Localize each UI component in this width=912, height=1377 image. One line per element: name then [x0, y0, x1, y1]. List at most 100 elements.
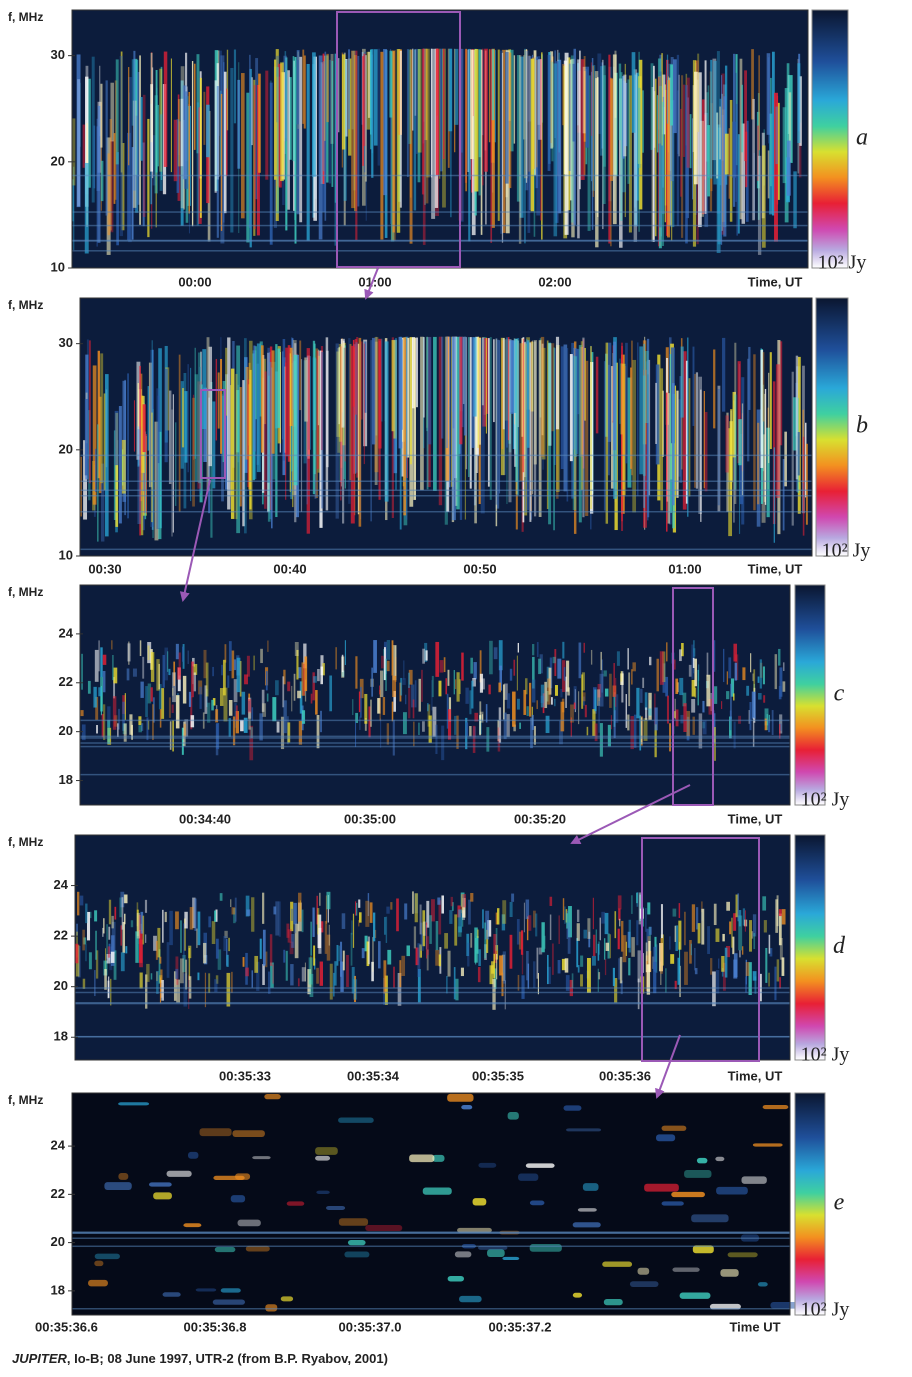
- spectrogram-streak: [737, 134, 740, 234]
- spectrogram-streak: [215, 358, 218, 441]
- spectrogram-background: [75, 835, 790, 1060]
- spectrogram-streak: [381, 655, 385, 669]
- spectrogram-streak: [231, 971, 233, 993]
- spectrogram-band: [72, 1245, 790, 1248]
- spectrogram-streak: [355, 50, 358, 240]
- spectrogram-streak: [285, 347, 289, 457]
- spectrogram-streak: [100, 102, 102, 211]
- spectrogram-streak: [84, 398, 88, 476]
- spectrogram-streak: [418, 678, 421, 712]
- spectrogram-streak: [734, 662, 738, 681]
- spectrogram-streak: [674, 698, 676, 720]
- spectrogram-streak: [543, 935, 546, 949]
- spectrogram-streak: [604, 688, 609, 697]
- spectrogram-streak: [181, 388, 185, 448]
- spectrogram-streak: [592, 897, 594, 930]
- spectrogram-streak: [610, 366, 615, 489]
- spectrogram-streak: [98, 396, 102, 494]
- x-axis-label: Time, UT: [728, 1068, 783, 1083]
- spectrogram-streak: [639, 715, 642, 751]
- spectrogram-streak: [405, 337, 410, 458]
- spectrogram-streak: [142, 404, 146, 453]
- spectrogram-streak: [752, 98, 755, 221]
- spectrogram-streak: [110, 951, 115, 963]
- spectrogram-streak: [150, 52, 153, 143]
- spectrogram-streak: [236, 657, 241, 693]
- spectrogram-streak: [601, 911, 605, 924]
- spectrogram-streak: [397, 972, 402, 1006]
- spectrogram-streak: [217, 372, 220, 429]
- spectrogram-streak: [304, 656, 308, 692]
- spectrogram-streak: [439, 48, 441, 179]
- spectrogram-streak: [394, 645, 397, 676]
- y-tick-label: 24: [51, 1138, 66, 1153]
- spectrogram-streak: [517, 974, 520, 991]
- spectrogram-streak: [733, 643, 738, 662]
- spectrogram-streak: [111, 915, 114, 929]
- spectrogram-streak: [579, 50, 581, 190]
- spectrogram-streak: [211, 699, 214, 711]
- spectrogram-streak: [267, 640, 269, 652]
- spectrogram-streak: [722, 337, 726, 412]
- spectrogram-streak: [384, 975, 388, 1005]
- spectrogram-streak: [290, 908, 294, 921]
- spectrogram-streak: [502, 338, 505, 430]
- spectrogram-streak: [188, 947, 191, 981]
- spectrogram-streak: [261, 689, 265, 712]
- x-axis-label: Time, UT: [728, 811, 783, 826]
- spectrogram-streak: [701, 901, 703, 913]
- spectrogram-streak: [762, 1104, 789, 1110]
- spectrogram-streak: [698, 72, 702, 228]
- spectrogram-streak: [220, 358, 223, 454]
- spectrogram-streak: [597, 683, 602, 698]
- spectrogram-streak: [487, 1249, 505, 1258]
- spectrogram-streak: [317, 349, 320, 426]
- spectrogram-streak: [215, 938, 219, 959]
- spectrogram-streak: [501, 52, 504, 243]
- spectrogram-streak: [789, 75, 793, 163]
- spectrogram-streak: [662, 663, 666, 693]
- spectrogram-streak: [639, 346, 644, 475]
- spectrogram-streak: [524, 343, 528, 516]
- spectrogram-streak: [347, 1239, 366, 1246]
- x-tick-label: 00:40: [273, 561, 306, 576]
- spectrogram-streak: [497, 719, 499, 742]
- spectrogram-streak: [306, 63, 310, 241]
- spectrogram-streak: [768, 714, 771, 724]
- spectrogram-texture: [72, 48, 808, 255]
- spectrogram-streak: [573, 347, 577, 450]
- y-axis-label: f, MHz: [8, 10, 43, 24]
- spectrogram-streak: [151, 340, 153, 415]
- spectrogram-streak: [173, 971, 177, 1001]
- spectrogram-streak: [518, 931, 523, 950]
- spectrogram-streak: [252, 1156, 271, 1160]
- spectrogram-streak: [660, 368, 664, 511]
- y-tick-label: 20: [51, 153, 65, 168]
- spectrogram-streak: [331, 60, 334, 187]
- spectrogram-streak: [105, 948, 107, 972]
- spectrogram-streak: [410, 49, 412, 198]
- spectrogram-streak: [227, 675, 230, 688]
- spectrogram-streak: [138, 725, 142, 733]
- spectrogram-streak: [81, 724, 86, 741]
- spectrogram-streak: [568, 63, 571, 171]
- spectrogram-streak: [648, 926, 651, 954]
- spectrogram-streak: [622, 366, 627, 455]
- spectrogram-streak: [94, 1253, 120, 1260]
- spectrogram-streak: [501, 340, 504, 449]
- spectrogram-streak: [771, 710, 774, 735]
- spectrogram-streak: [525, 49, 528, 183]
- spectrogram-streak: [224, 644, 227, 663]
- spectrogram-band: [72, 211, 808, 213]
- spectrogram-streak: [339, 346, 341, 482]
- spectrogram-streak: [637, 950, 641, 983]
- spectrogram-streak: [775, 899, 779, 933]
- spectrogram-streak: [433, 336, 437, 491]
- spectrogram-streak: [717, 385, 721, 512]
- zoom-arrow: [179, 479, 211, 602]
- spectrogram-streak: [280, 62, 284, 182]
- spectrogram-streak: [204, 685, 208, 714]
- spectrogram-streak: [805, 443, 808, 525]
- spectrogram-streak: [100, 353, 104, 484]
- spectrogram-streak: [212, 698, 216, 706]
